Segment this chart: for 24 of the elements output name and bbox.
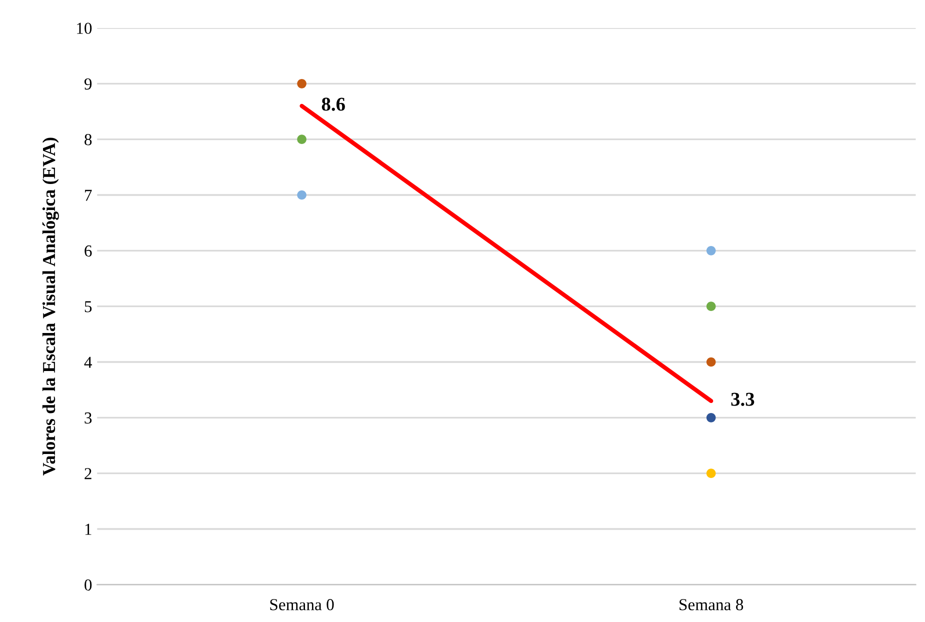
point [297, 190, 306, 200]
data-label: 8.6 [322, 98, 345, 111]
y-tick-label: 10 [77, 22, 92, 34]
y-tick-label: 2 [84, 468, 92, 480]
point [706, 302, 716, 311]
y-tick-label: 1 [85, 524, 92, 535]
y-tick-label: 0 [84, 579, 92, 591]
point [706, 413, 716, 422]
y-tick-label: 6 [84, 245, 92, 257]
x-tick-label: Semana 8 [680, 599, 744, 610]
y-tick-label: 3 [84, 412, 92, 424]
y-tick-label: 7 [85, 190, 92, 201]
y-tick-label: 9 [84, 78, 92, 90]
y-tick-label: 4 [84, 356, 92, 368]
point [706, 468, 716, 478]
data-label: 3.3 [731, 392, 754, 406]
x-tick-label: Semana 0 [270, 599, 334, 610]
point [297, 79, 306, 88]
y-axis-title: Valores de la Escala Visual Analógica (EVA) [42, 138, 59, 476]
y-tick-label: 8 [84, 134, 92, 146]
point [297, 134, 306, 144]
y-tick-label: 5 [84, 301, 92, 312]
point [706, 246, 716, 256]
point [706, 357, 716, 367]
